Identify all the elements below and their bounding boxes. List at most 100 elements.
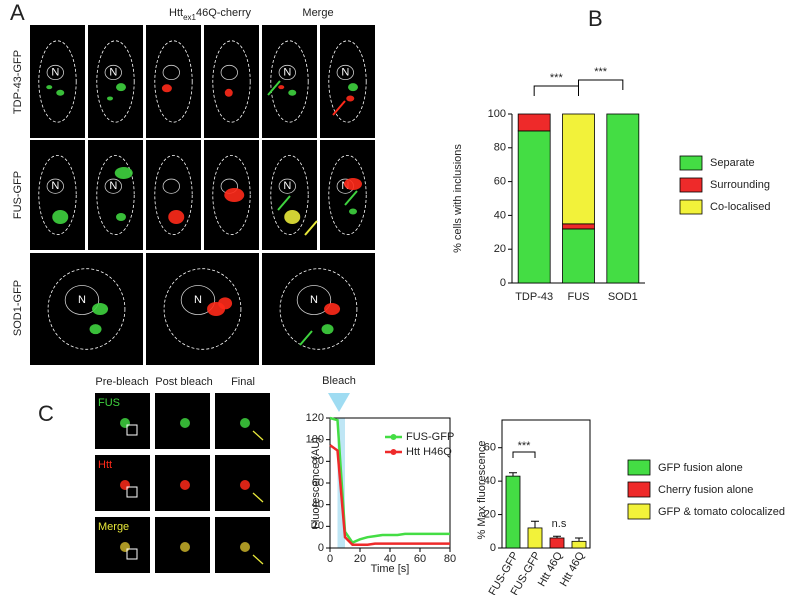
panel-label: A: [10, 0, 25, 25]
header-sub: ex1: [183, 13, 196, 22]
inclusion: [321, 324, 334, 335]
inclusion: [224, 188, 245, 202]
inclusion: [116, 213, 126, 221]
nucleus-outline: [46, 178, 64, 194]
y-tick-label: 100: [488, 108, 506, 120]
micrograph: [30, 253, 143, 365]
inclusion: [240, 418, 250, 428]
annotation: n.s: [552, 518, 567, 530]
error-bar: [531, 520, 539, 528]
inclusion: [120, 480, 130, 490]
legend-label: GFP fusion alone: [658, 462, 743, 474]
row-label: Htt: [98, 459, 112, 471]
legend-swatch: [679, 155, 703, 171]
x-tick-label: 80: [444, 553, 456, 565]
arrow: [267, 80, 281, 96]
inclusion: [52, 210, 69, 224]
nucleus-outline: [162, 64, 180, 81]
bar-segment: [517, 113, 551, 132]
y-tick-label: 0: [318, 542, 324, 554]
arrow: [332, 100, 346, 116]
cell-outline: [154, 154, 193, 235]
bar-segment: [562, 228, 595, 284]
nucleus-label: N: [51, 66, 59, 78]
cell-outline: [154, 40, 193, 123]
legend-swatch: [627, 503, 651, 520]
legend-label: Cherry fusion alone: [658, 484, 753, 496]
nucleus-label: N: [109, 66, 117, 78]
arrow: [304, 220, 318, 236]
cell-outline: [47, 268, 126, 350]
micrograph: [146, 253, 259, 365]
legend-swatch: [679, 199, 703, 215]
nucleus-outline: [104, 178, 122, 194]
micrograph: [30, 140, 85, 250]
y-tick-label: 40: [484, 475, 496, 487]
nucleus-outline: [278, 178, 296, 194]
header-text: 46Q-cherry: [196, 7, 252, 19]
y-axis-title: Fluorescence (AU): [310, 437, 322, 529]
legend-swatch: [627, 481, 651, 498]
legend-marker: [390, 449, 397, 455]
legend-label: Separate: [710, 157, 755, 169]
bleach-box: [126, 424, 138, 436]
inclusion: [168, 210, 185, 224]
inclusion: [284, 210, 301, 224]
inclusion: [120, 542, 130, 552]
nucleus-outline: [220, 64, 238, 81]
inclusion: [107, 96, 113, 101]
y-tick-label: 20: [312, 520, 324, 532]
row-label: Merge: [98, 521, 129, 533]
cell-outline: [328, 154, 367, 235]
inclusion: [114, 167, 133, 179]
cell-outline: [212, 40, 251, 123]
cell-outline: [96, 154, 135, 235]
arrow: [299, 330, 313, 346]
inclusion: [180, 542, 190, 552]
panel-label: B: [588, 6, 603, 31]
x-tick-label: 0: [327, 553, 333, 565]
annotation: ***: [594, 66, 608, 78]
y-axis-title: % Max fluorescence: [476, 440, 488, 539]
micrograph: [262, 25, 317, 138]
cell-outline: [163, 268, 242, 350]
error-bar: [509, 472, 517, 477]
inclusion: [218, 297, 233, 310]
x-axis-title: Time [s]: [371, 563, 410, 575]
x-tick-label: SOD1: [608, 291, 638, 303]
legend-label: GFP & tomato colocalized: [658, 506, 785, 518]
x-tick-label: 20: [354, 553, 366, 565]
arrow: [252, 430, 264, 441]
inclusion: [161, 84, 172, 93]
arrow: [344, 190, 358, 206]
inclusion: [344, 178, 362, 190]
nucleus-outline: [180, 285, 216, 316]
nucleus-outline: [296, 285, 332, 316]
x-tick-label: 60: [414, 553, 426, 565]
arrow: [252, 554, 264, 565]
inclusion: [224, 88, 233, 97]
y-tick-label: 20: [484, 508, 496, 520]
x-tick-label: FUS: [568, 291, 590, 303]
micrograph: [262, 140, 317, 250]
bleach-box: [126, 548, 138, 560]
micrograph: [320, 25, 375, 138]
cell-outline: [279, 268, 358, 350]
inclusion: [180, 480, 190, 490]
y-tick-label: 60: [494, 176, 506, 188]
inclusion: [46, 85, 53, 90]
error-bar: [575, 537, 583, 542]
y-tick-label: 100: [306, 434, 324, 446]
inclusion: [92, 303, 109, 315]
inclusion: [56, 89, 65, 96]
inclusion: [346, 95, 355, 102]
bracket: [578, 79, 624, 90]
x-tick-label: TDP-43: [515, 291, 553, 303]
inclusion: [180, 418, 190, 428]
legend-label: Htt H46Q: [406, 446, 452, 458]
y-tick-label: 60: [312, 477, 324, 489]
inclusion: [89, 324, 102, 335]
nucleus-label: N: [283, 66, 291, 78]
nucleus-outline: [46, 64, 64, 81]
